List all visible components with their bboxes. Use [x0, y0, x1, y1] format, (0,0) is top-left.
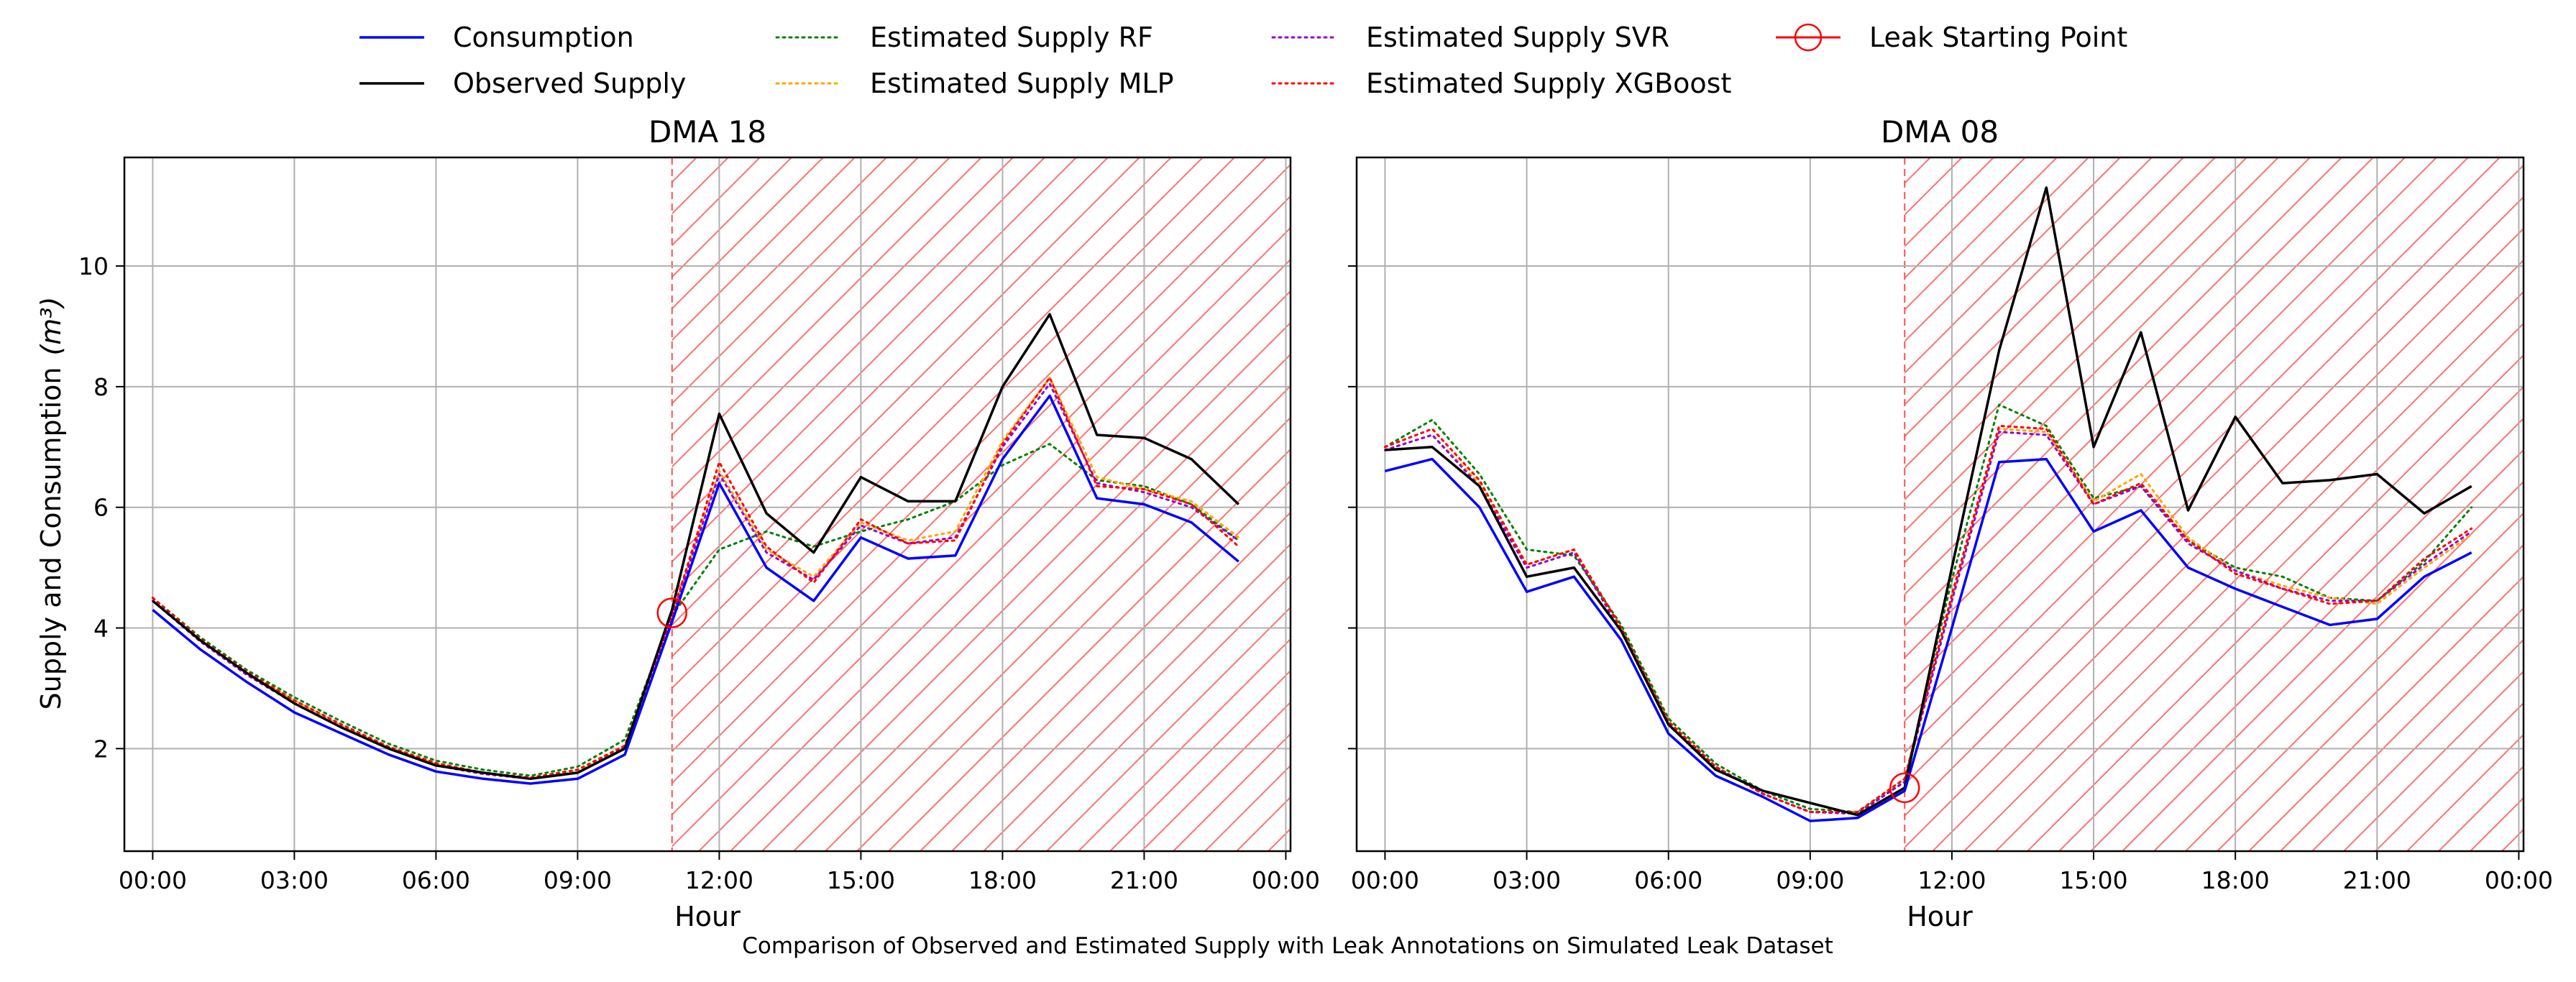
y-axis-label-text: Supply and Consumption [35, 367, 67, 710]
y-tick-label: 2 [93, 735, 109, 763]
x-tick-label: 00:00 [119, 866, 187, 894]
x-tick-label: 12:00 [1917, 866, 1986, 894]
panel-title: DMA 18 [648, 114, 766, 150]
legend-item-consumption: Consumption [359, 22, 634, 53]
legend-item-estimated-supply-svr: Estimated Supply SVR [1271, 22, 1669, 53]
y-axis-label: Supply and Consumption (m³) [35, 297, 67, 710]
y-axis-label-unit: (m³) [35, 297, 67, 356]
x-axis-label: Hour [1907, 901, 1973, 932]
chart-panel-dma-18: DMA 18 00:00 03:00 06:00 09:00 12:00 15:00 18:… [35, 114, 1320, 932]
x-tick-label: 09:00 [1776, 866, 1844, 894]
y-tick-label: 10 [78, 252, 109, 280]
x-tick-label: 00:00 [1351, 866, 1419, 894]
x-tick-label: 12:00 [685, 866, 753, 894]
legend-label: Estimated Supply RF [870, 22, 1153, 53]
y-tick-label: 8 [93, 373, 109, 401]
series-line-observed-supply [1385, 186, 2472, 817]
x-tick-label: 15:00 [827, 866, 895, 894]
leak-start-marker [656, 597, 687, 628]
x-tick-label: 00:00 [2485, 866, 2553, 894]
x-tick-label: 03:00 [260, 866, 329, 894]
legend-label: Estimated Supply MLP [870, 68, 1174, 99]
legend-item-estimated-supply-mlp: Estimated Supply MLP [775, 68, 1174, 99]
x-axis: 00:00 03:00 06:00 09:00 12:00 15:00 18:00 21:00… [1351, 851, 2553, 894]
x-axis-label: Hour [674, 901, 741, 932]
x-tick-label: 00:00 [1252, 866, 1320, 894]
series-line-observed-supply [152, 313, 1240, 781]
leak-hatched-area [1905, 157, 2524, 851]
plot-frame [1355, 156, 2525, 853]
x-tick-label: 21:00 [2343, 866, 2411, 894]
legend-label: Observed Supply [453, 68, 686, 99]
x-tick-label: 06:00 [402, 866, 470, 894]
legend-label: Consumption [453, 22, 634, 53]
y-tick-label: 6 [93, 494, 109, 522]
legend-label: Leak Starting Point [1869, 22, 2127, 53]
legend-marker [1794, 23, 1823, 52]
grid [124, 157, 1291, 851]
leak-marker [656, 597, 687, 628]
legend-item-estimated-supply-xgboost: Estimated Supply XGBoost [1271, 68, 1731, 99]
legend-item-estimated-supply-rf: Estimated Supply RF [775, 22, 1153, 53]
leak-region [1904, 157, 2524, 851]
plot-frame [123, 156, 1292, 853]
x-tick-label: 03:00 [1493, 866, 1561, 894]
x-tick-label: 06:00 [1634, 866, 1702, 894]
series-line-estimated-supply-rf [151, 443, 1240, 777]
y-axis: 2 4 6 8 10 [78, 252, 124, 763]
legend-label: Estimated Supply SVR [1366, 22, 1669, 53]
series-line-estimated-supply-mlp [151, 376, 1240, 780]
leak-start-marker [1889, 772, 1920, 804]
x-tick-label: 18:00 [968, 866, 1037, 894]
series-line-estimated-supply-xgboost [151, 376, 1240, 779]
legend-label: Estimated Supply XGBoost [1366, 68, 1731, 99]
chart-panel-dma-08: DMA 08 00:00 03:00 06:00 09:00 12:00 15:00 18:… [1348, 114, 2553, 932]
panel-title: DMA 08 [1881, 114, 1999, 150]
x-tick-label: 15:00 [2059, 866, 2127, 894]
legend-item-observed-supply: Observed Supply [359, 68, 686, 99]
series-line-consumption [1384, 457, 2472, 822]
series-line-consumption [152, 394, 1239, 785]
series-line-estimated-supply-xgboost [1383, 424, 2473, 813]
series-lines [1383, 186, 2473, 822]
leak-marker [1889, 772, 1920, 804]
x-tick-label: 09:00 [544, 866, 612, 894]
grid [1357, 157, 2524, 851]
y-tick-label: 4 [93, 615, 109, 643]
x-axis: 00:00 03:00 06:00 09:00 12:00 15:00 18:00 21:00… [119, 851, 1320, 894]
legend: Consumption Observed Supply Estimated Supp… [359, 22, 2127, 99]
x-tick-label: 18:00 [2201, 866, 2270, 894]
series-lines [151, 313, 1240, 785]
y-axis [1348, 265, 1357, 750]
x-tick-label: 21:00 [1110, 866, 1178, 894]
legend-item-leak-starting-point: Leak Starting Point [1776, 22, 2127, 53]
figure-caption: Comparison of Observed and Estimated Sup… [742, 933, 1833, 959]
